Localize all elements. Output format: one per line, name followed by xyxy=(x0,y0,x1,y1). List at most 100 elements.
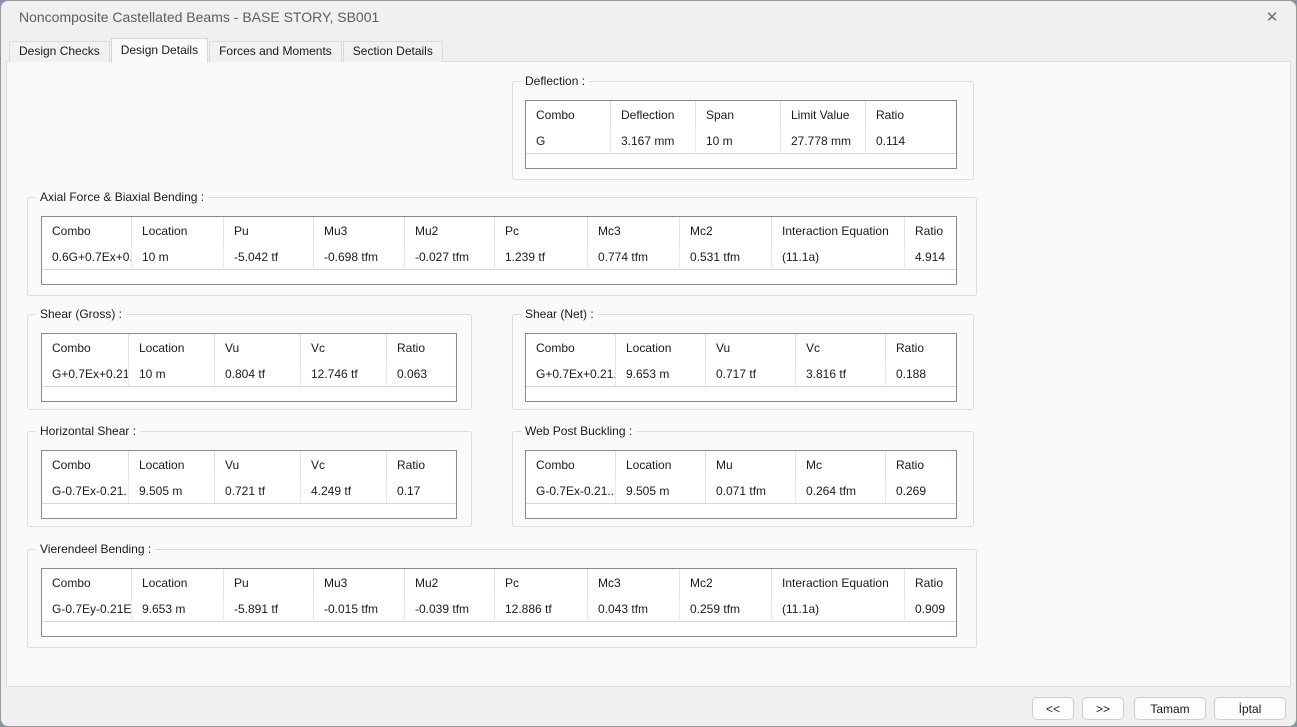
table-cell: (11.1a) xyxy=(772,596,905,621)
tab-design-checks[interactable]: Design Checks xyxy=(9,41,110,62)
web-post-buckling-table: Combo Location Mu Mc Ratio G-0.7Ex-0.21... 9.5… xyxy=(525,450,957,519)
column-header[interactable]: Limit Value xyxy=(781,101,866,128)
column-header[interactable]: Interaction Equation xyxy=(772,217,905,244)
table-header-row: Combo Location Mu Mc Ratio xyxy=(526,451,956,478)
column-header[interactable]: Ratio xyxy=(876,107,905,122)
column-header[interactable]: Vu xyxy=(706,334,796,361)
table-cell: 0.063 xyxy=(397,366,428,381)
previous-member-button[interactable]: << xyxy=(1032,697,1074,720)
column-header[interactable]: Combo xyxy=(42,334,129,361)
vierendeel-group-title: Vierendeel Bending : xyxy=(36,542,156,557)
column-header[interactable]: Location xyxy=(132,217,224,244)
vierendeel-bending-group: Vierendeel Bending : Combo Location Pu Mu3 M… xyxy=(27,542,977,648)
column-header[interactable]: Ratio xyxy=(397,457,426,472)
column-header[interactable]: Combo xyxy=(526,101,611,128)
table-cell: 9.653 m xyxy=(132,596,224,621)
column-header[interactable]: Mc3 xyxy=(588,569,680,596)
table-cell: 3.167 mm xyxy=(611,128,696,153)
table-header-row: Combo Location Vu Vc Ratio xyxy=(526,334,956,361)
column-header[interactable]: Pc xyxy=(495,217,588,244)
column-header[interactable]: Deflection xyxy=(611,101,696,128)
column-header[interactable]: Span xyxy=(696,101,781,128)
column-header[interactable]: Location xyxy=(129,334,215,361)
table-row[interactable]: 0.6G+0.7Ex+0....10 m-5.042 tf-0.698 tfm-… xyxy=(42,244,956,270)
table-row[interactable]: G+0.7Ex+0.21... 9.653 m 0.717 tf 3.816 tf 0.… xyxy=(526,361,956,387)
column-header[interactable]: Ratio xyxy=(896,340,925,355)
column-header[interactable]: Vc xyxy=(301,451,387,478)
column-header[interactable]: Vc xyxy=(301,334,387,361)
column-header[interactable]: Pu xyxy=(224,217,314,244)
table-row[interactable]: G 3.167 mm 10 m 27.778 mm 0.114 xyxy=(526,128,956,154)
column-header[interactable]: Combo xyxy=(42,217,132,244)
column-header[interactable]: Mu2 xyxy=(405,217,495,244)
table-cell: 0.6G+0.7Ex+0.... xyxy=(42,244,132,269)
table-row[interactable]: G-0.7Ex-0.21... 9.505 m 0.071 tfm 0.264 tfm… xyxy=(526,478,956,504)
column-header[interactable]: Interaction Equation xyxy=(772,569,905,596)
horizontal-shear-group: Horizontal Shear : Combo Location Vu Vc Rati… xyxy=(27,424,472,527)
table-cell: 10 m xyxy=(129,361,215,386)
table-cell: 10 m xyxy=(696,128,781,153)
title-bar[interactable]: Noncomposite Castellated Beams - BASE ST… xyxy=(1,1,1296,37)
shear-net-table: Combo Location Vu Vc Ratio G+0.7Ex+0.21... 9.6… xyxy=(525,333,957,402)
column-header[interactable]: Location xyxy=(616,451,706,478)
ok-button[interactable]: Tamam xyxy=(1134,697,1206,720)
column-header[interactable]: Location xyxy=(616,334,706,361)
tab-design-details[interactable]: Design Details xyxy=(110,38,209,63)
axial-group-title: Axial Force & Biaxial Bending : xyxy=(36,190,209,205)
tab-section-details[interactable]: Section Details xyxy=(342,41,443,62)
table-empty-area xyxy=(526,504,956,518)
column-header[interactable]: Mc2 xyxy=(680,569,772,596)
column-header[interactable]: Pc xyxy=(495,569,588,596)
table-cell: 12.886 tf xyxy=(495,596,588,621)
column-header[interactable]: Ratio xyxy=(896,457,925,472)
table-cell: -5.891 tf xyxy=(224,596,314,621)
column-header[interactable]: Location xyxy=(132,569,224,596)
next-member-button[interactable]: >> xyxy=(1082,697,1124,720)
table-header-row: Combo Location Pu Mu3 Mu2 Pc Mc3 Mc2 Interaction… xyxy=(42,217,956,244)
table-cell: 0.043 tfm xyxy=(588,596,680,621)
table-cell: G+0.7Ex+0.21... xyxy=(526,361,616,386)
shear-gross-group: Shear (Gross) : Combo Location Vu Vc Ratio G+… xyxy=(27,307,472,410)
table-row[interactable]: G-0.7Ey-0.21Ex...9.653 m-5.891 tf-0.015 … xyxy=(42,596,956,622)
column-header[interactable]: Vu xyxy=(215,334,301,361)
table-cell: 0.721 tf xyxy=(215,478,301,503)
column-header[interactable]: Vu xyxy=(215,451,301,478)
table-cell: G-0.7Ex-0.21... xyxy=(526,478,616,503)
table-cell: 9.505 m xyxy=(129,478,215,503)
column-header[interactable]: Combo xyxy=(526,451,616,478)
column-header[interactable]: Combo xyxy=(526,334,616,361)
table-cell: 4.249 tf xyxy=(301,478,387,503)
table-cell: G xyxy=(526,128,611,153)
tab-strip: Design Checks Design Details Forces and … xyxy=(9,38,444,63)
column-header[interactable]: Mu xyxy=(706,451,796,478)
table-empty-area xyxy=(42,622,956,636)
column-header[interactable]: Mu3 xyxy=(314,217,405,244)
table-cell: -0.039 tfm xyxy=(405,596,495,621)
deflection-group-title: Deflection : xyxy=(521,74,590,89)
column-header[interactable]: Mu3 xyxy=(314,569,405,596)
table-row[interactable]: G-0.7Ex-0.21... 9.505 m 0.721 tf 4.249 tf 0.… xyxy=(42,478,456,504)
column-header[interactable]: Mc3 xyxy=(588,217,680,244)
column-header[interactable]: Combo xyxy=(42,569,132,596)
table-cell: 0.717 tf xyxy=(706,361,796,386)
column-header[interactable]: Mu2 xyxy=(405,569,495,596)
tab-forces-and-moments[interactable]: Forces and Moments xyxy=(209,41,342,62)
column-header[interactable]: Mc2 xyxy=(680,217,772,244)
close-icon[interactable]: ✕ xyxy=(1265,9,1279,26)
column-header[interactable]: Mc xyxy=(796,451,886,478)
cancel-button[interactable]: İptal xyxy=(1214,697,1286,720)
column-header[interactable]: Ratio xyxy=(397,340,426,355)
table-header-row: Combo Location Pu Mu3 Mu2 Pc Mc3 Mc2 Interaction… xyxy=(42,569,956,596)
column-header[interactable]: Location xyxy=(129,451,215,478)
table-empty-area xyxy=(526,387,956,401)
column-header[interactable]: Pu xyxy=(224,569,314,596)
table-cell: 4.914 xyxy=(915,249,946,264)
column-header[interactable]: Combo xyxy=(42,451,129,478)
table-cell: G+0.7Ex+0.21... xyxy=(42,361,129,386)
column-header[interactable]: Ratio xyxy=(915,575,944,590)
column-header[interactable]: Vc xyxy=(796,334,886,361)
column-header[interactable]: Ratio xyxy=(915,223,944,238)
